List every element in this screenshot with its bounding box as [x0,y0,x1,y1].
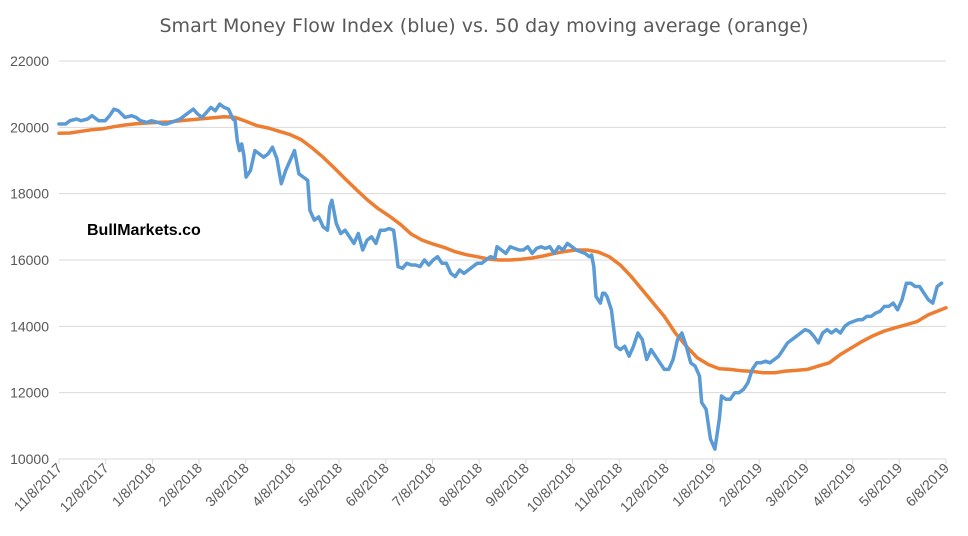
watermark-label: BullMarkets.co [87,222,201,239]
x-tick-label: 4/8/2019 [809,460,859,510]
series-line-50-day-moving-average [57,114,948,375]
gridlines [59,60,946,394]
x-tick-label: 3/8/2018 [202,460,252,510]
chart-title: Smart Money Flow Index (blue) vs. 50 day… [160,15,809,37]
x-tick-label: 8/8/2018 [435,460,485,510]
x-tick-label: 6/8/2019 [902,460,952,510]
y-axis-tick-labels: 22000 20000 18000 16000 14000 12000 10000 [10,53,49,467]
x-tick-label: 12/8/2018 [617,460,673,516]
x-tick-label: 12/8/2017 [56,460,112,516]
x-tick-label: 3/8/2019 [762,460,812,510]
x-tick-label: 11/8/2018 [571,460,626,515]
x-tick-label: 5/8/2018 [295,460,345,510]
x-tick-label: 7/8/2018 [389,460,439,510]
x-tick-label: 4/8/2018 [249,460,299,510]
x-tick-label: 2/8/2019 [716,460,766,510]
y-tick-label: 10000 [10,451,49,467]
x-axis-tick-labels: 11/8/201712/8/20171/8/20182/8/20183/8/20… [10,459,952,515]
x-tick-label: 1/8/2018 [109,460,159,510]
y-tick-label: 14000 [10,318,49,334]
series-line-smart-money-flow-index [57,102,944,451]
x-tick-label: 11/8/2017 [10,460,65,515]
y-tick-label: 12000 [10,385,49,401]
y-tick-label: 22000 [10,53,49,69]
x-tick-label: 2/8/2018 [155,460,205,510]
x-tick-label: 6/8/2018 [342,460,392,510]
x-tick-label: 10/8/2018 [523,460,579,516]
y-tick-label: 20000 [10,119,49,135]
y-tick-label: 16000 [10,252,49,268]
series-lines [57,102,948,451]
y-tick-label: 18000 [10,186,49,202]
x-tick-label: 5/8/2019 [856,460,906,510]
x-tick-label: 1/8/2019 [669,460,719,510]
